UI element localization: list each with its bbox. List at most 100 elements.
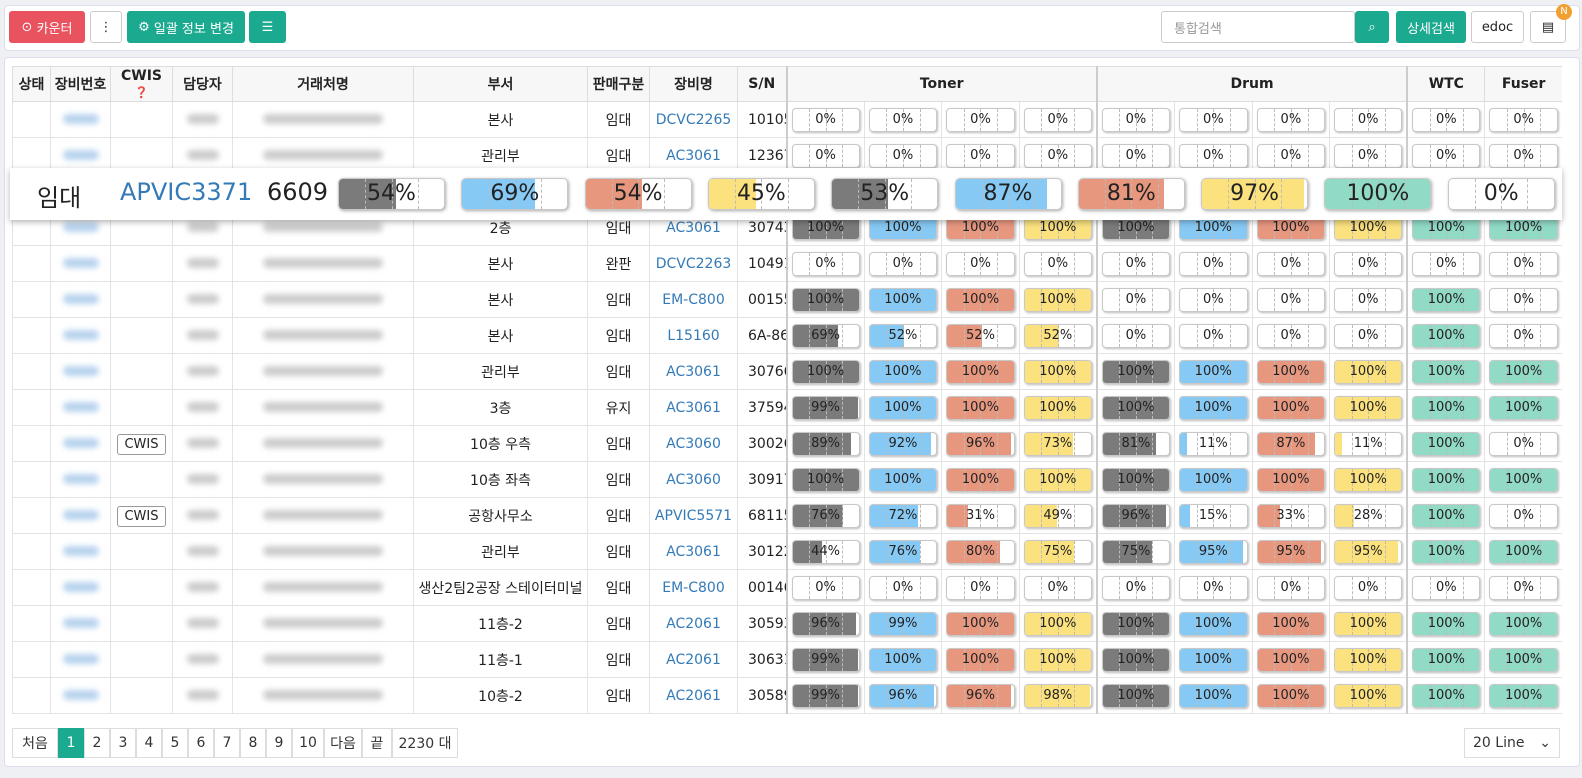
cwis-button[interactable]: CWIS (117, 433, 166, 455)
detail-search-button[interactable]: 상세검색 (1396, 11, 1466, 43)
level-label: 0% (1513, 327, 1534, 343)
page-button[interactable]: 2230 대 (392, 728, 458, 758)
page-button[interactable]: 4 (136, 728, 162, 758)
model-cell[interactable]: DCVC2265 (649, 101, 738, 138)
page-button[interactable]: 다음 (324, 728, 362, 758)
bar-tick (1041, 108, 1043, 131)
model-cell[interactable]: EM-C800 (649, 281, 738, 318)
level-cell: 0% (1484, 245, 1562, 282)
zoom-model[interactable]: APVIC3371 (120, 178, 253, 206)
bar-tick (1196, 360, 1198, 383)
level-bar: 96% (1101, 503, 1170, 528)
model-cell[interactable]: EM-C800 (649, 569, 738, 606)
page-button[interactable]: 6 (188, 728, 214, 758)
level-fill (1335, 432, 1343, 455)
level-cell: 0% (1018, 245, 1098, 282)
bar-tick (1229, 504, 1231, 527)
level-label: 100% (1194, 399, 1232, 415)
bar-tick (1074, 576, 1076, 599)
level-bar: 100% (1334, 395, 1403, 420)
level-bar: 96% (868, 683, 938, 708)
level-label: 0% (1513, 255, 1534, 271)
model-cell[interactable]: AC3061 (649, 389, 738, 426)
counter-button[interactable]: ⊙ 카운터 (9, 11, 85, 43)
bar-tick (842, 504, 844, 527)
bar-tick (1384, 396, 1386, 419)
page-button[interactable]: 1 (58, 728, 84, 758)
level-cell: 0% (1251, 317, 1331, 354)
model-cell[interactable]: APVIC5571 (649, 497, 738, 534)
page-button[interactable]: 5 (162, 728, 188, 758)
bar-tick (1196, 216, 1198, 239)
bar-tick (1228, 179, 1230, 209)
model-cell[interactable]: AC3061 (649, 137, 738, 174)
bar-tick (1229, 216, 1231, 239)
level-cell: 100% (1406, 389, 1486, 426)
level-cell: 100% (1406, 497, 1486, 534)
model-cell[interactable]: AC3060 (649, 461, 738, 498)
level-bar: 100% (946, 611, 1015, 636)
level-cell: 0% (1095, 101, 1175, 138)
bar-tick (1351, 144, 1353, 167)
level-bar: 0% (1489, 107, 1558, 132)
model-cell[interactable]: AC3060 (649, 425, 738, 462)
page-button[interactable]: 끝 (362, 728, 392, 758)
blur (186, 401, 219, 412)
bar-tick (1119, 684, 1121, 707)
page-button[interactable]: 7 (214, 728, 240, 758)
model-cell[interactable]: DCVC2263 (649, 245, 738, 282)
bar-tick (1307, 432, 1309, 455)
level-label: 100% (1272, 399, 1310, 415)
bar-tick (886, 612, 888, 635)
level-bar: 0% (1412, 143, 1481, 168)
bar-tick (963, 252, 965, 275)
level-label: 100% (1272, 471, 1310, 487)
cwis-cell (110, 389, 173, 426)
bar-tick (1274, 360, 1276, 383)
edoc-button[interactable]: edoc (1471, 11, 1524, 43)
search-button[interactable]: ⌕ (1355, 11, 1389, 43)
bar-tick (1135, 108, 1137, 131)
level-bar: 73% (1023, 431, 1092, 456)
bar-tick (1119, 612, 1121, 635)
page-button[interactable]: 3 (110, 728, 136, 758)
equipment-no-cell (50, 461, 111, 498)
level-fill (1179, 504, 1190, 527)
page-button[interactable]: 9 (266, 728, 292, 758)
bar-tick (1152, 288, 1154, 311)
page-button[interactable]: 10 (292, 728, 324, 758)
page-button[interactable]: 8 (240, 728, 266, 758)
model-cell[interactable]: AC2061 (649, 641, 738, 678)
bar-tick (963, 504, 965, 527)
page-button[interactable]: 2 (84, 728, 110, 758)
level-label: 0% (1513, 291, 1534, 307)
model-cell[interactable]: AC3061 (649, 533, 738, 570)
model-cell[interactable]: AC2061 (649, 677, 738, 714)
search-input[interactable]: 통합검색 (1161, 11, 1355, 43)
bar-tick (1446, 576, 1448, 599)
level-bar: 100% (1023, 287, 1092, 312)
bar-tick (1213, 468, 1215, 491)
model-cell[interactable]: L15160 (649, 317, 738, 354)
label: 카운터 (36, 21, 73, 37)
model-cell[interactable]: AC2061 (649, 605, 738, 642)
level-cell: 100% (1406, 425, 1486, 462)
more-button[interactable]: ⋮ (90, 11, 122, 43)
cwis-button[interactable]: CWIS (117, 505, 166, 527)
page-button[interactable]: 처음 (12, 728, 58, 758)
list-button[interactable]: ☰ (249, 11, 286, 43)
level-bar: 100% (1334, 359, 1403, 384)
level-label: 0% (1436, 579, 1457, 595)
page-size-select[interactable]: 20 Line ⌄ (1464, 728, 1560, 758)
model-cell[interactable]: AC3061 (649, 353, 738, 390)
level-bar: 99% (791, 647, 860, 672)
level-bar: 100% (868, 287, 938, 312)
bar-tick (1351, 504, 1353, 527)
client-cell (232, 641, 414, 678)
bulk-edit-button[interactable]: ⚙ 일괄 정보 변경 (127, 11, 245, 43)
bar-tick (997, 216, 999, 239)
level-cell: 100% (1329, 461, 1408, 498)
client-cell (232, 605, 414, 642)
level-fill (832, 179, 888, 209)
level-bar: 87% (1256, 431, 1326, 456)
